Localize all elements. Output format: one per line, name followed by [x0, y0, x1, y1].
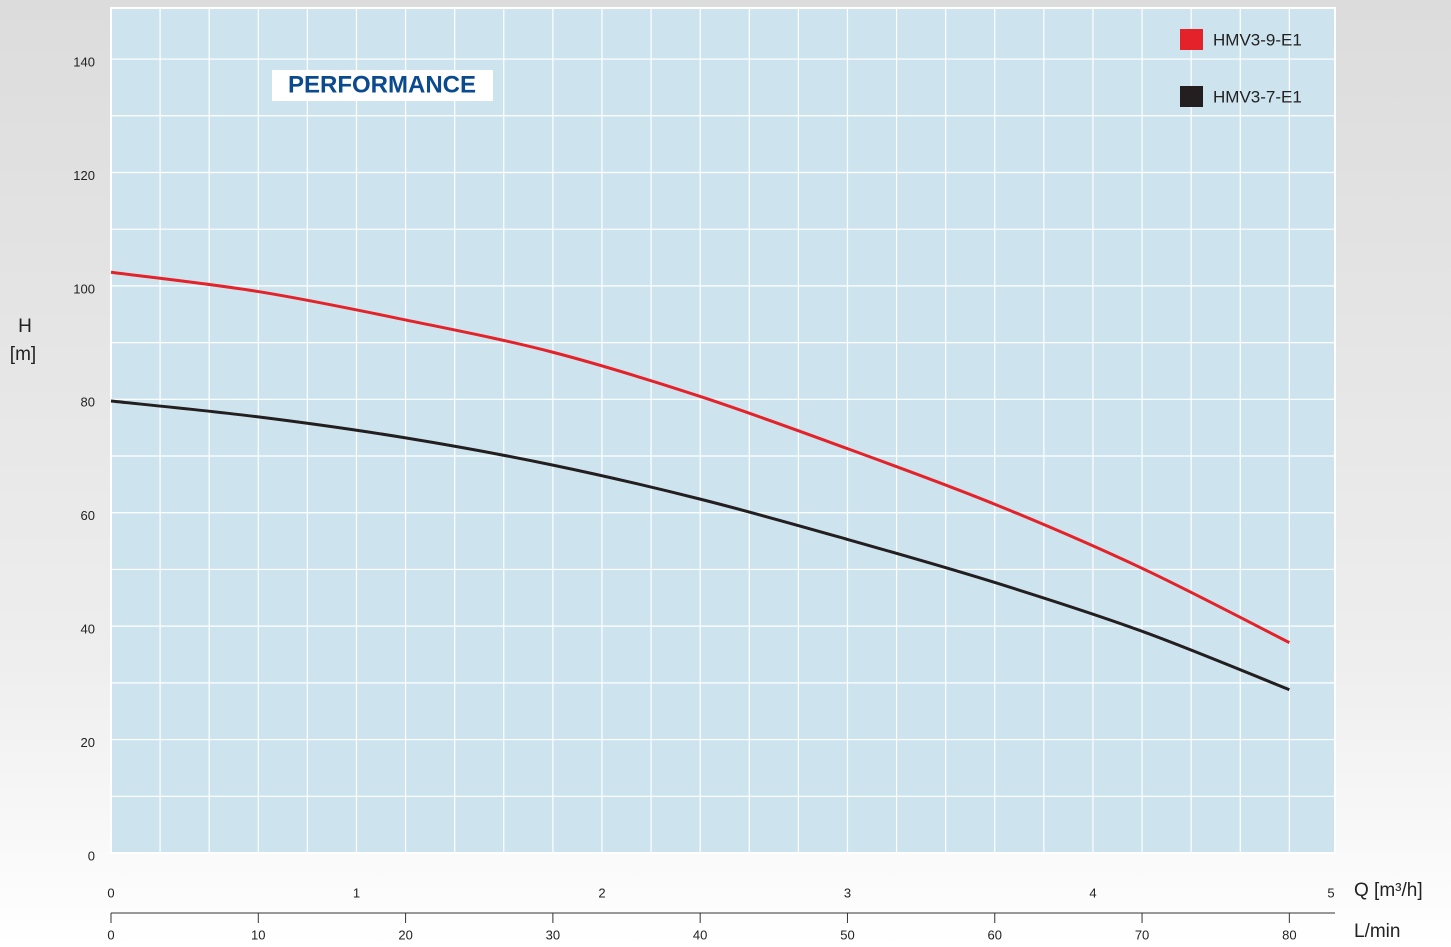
x-tick-label: 20 [398, 927, 412, 942]
x-tick-label: 80 [1282, 927, 1296, 942]
x-tick-label: 40 [693, 927, 707, 942]
x-tick-label: 50 [840, 927, 854, 942]
x2-tick-label: 5 [1327, 885, 1334, 900]
y-axis-label: [m] [10, 344, 36, 365]
x-tick-label: 60 [988, 927, 1002, 942]
plot-area [111, 8, 1335, 853]
x2-tick-label: 2 [598, 885, 605, 900]
legend-label: HMV3-9-E1 [1213, 30, 1302, 49]
title-box [272, 70, 493, 101]
x2-tick-label: 4 [1089, 885, 1096, 900]
y-tick-label: 0 [88, 848, 95, 863]
x-tick-label: 0 [107, 927, 114, 942]
y-tick-label: 20 [81, 735, 95, 750]
y-tick-label: 100 [73, 281, 95, 296]
x2-tick-label: 1 [353, 885, 360, 900]
series-line [110, 270, 1291, 644]
legend-label: HMV3-7-E1 [1213, 87, 1302, 106]
x2-axis-label: Q [m³/h] [1354, 880, 1423, 901]
series-line [110, 399, 1290, 692]
x-tick-label: 10 [251, 927, 265, 942]
x-tick-label: 30 [546, 927, 560, 942]
y-tick-label: 120 [73, 168, 95, 183]
x2-tick-label: 0 [107, 885, 114, 900]
x-tick-label: 70 [1135, 927, 1149, 942]
chart-title: PERFORMANCE [288, 71, 476, 98]
x2-tick-label: 3 [844, 885, 851, 900]
legend-swatch [1180, 86, 1203, 107]
y-tick-label: 60 [81, 508, 95, 523]
x-axis-label: L/min [1354, 921, 1400, 942]
y-tick-label: 140 [73, 54, 95, 69]
y-tick-label: 80 [81, 395, 95, 410]
y-axis-label: H [18, 316, 32, 337]
y-tick-label: 40 [81, 622, 95, 637]
plot-border [110, 7, 1336, 854]
legend-swatch [1180, 29, 1203, 50]
